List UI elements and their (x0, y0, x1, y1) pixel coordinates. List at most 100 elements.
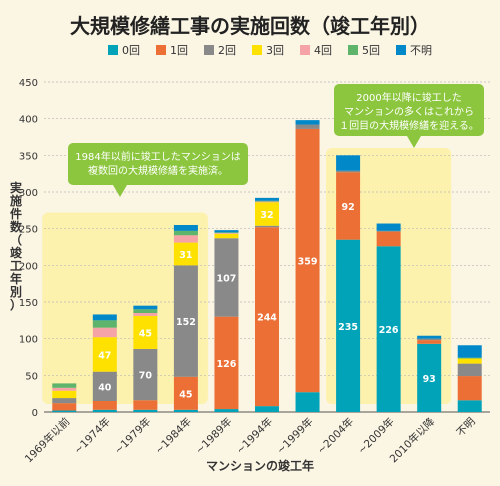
y-tick-450: 450 (19, 78, 38, 89)
bar-1-6 (92, 314, 117, 321)
data-label-6: 31 (179, 250, 192, 261)
legend-swatch-4 (300, 45, 310, 55)
bar-4-5 (214, 232, 239, 234)
bar-2-0 (133, 409, 158, 412)
bar-1-5 (92, 320, 117, 328)
data-label-11: 359 (298, 257, 318, 268)
legend-swatch-3 (252, 45, 262, 55)
bar-0-3 (52, 390, 77, 399)
bar-3-6 (173, 225, 198, 231)
legend-swatch-5 (348, 45, 358, 55)
bar-1-0 (92, 409, 117, 412)
y-axis-label-char: ） (10, 297, 22, 312)
bar-8-6 (376, 223, 401, 231)
bar-8-0 (376, 246, 401, 412)
bar-6-0 (295, 392, 320, 412)
y-axis-label-char: 工 (10, 259, 22, 273)
bar-6-6 (295, 120, 320, 125)
legend-label-0: 0回 (122, 44, 140, 57)
y-axis-label-char: 竣 (10, 245, 23, 260)
bar-1-2 (92, 371, 117, 401)
data-label-4: 45 (179, 389, 192, 400)
y-tick-350: 350 (19, 151, 38, 162)
legend-label-6: 不明 (410, 44, 432, 57)
y-axis-label-char: 別 (9, 285, 22, 299)
data-label-14: 226 (379, 325, 399, 336)
bar-5-4 (255, 201, 279, 203)
chart-title: 大規模修繕工事の実施回数（竣工年別） (70, 14, 430, 38)
data-label-10: 32 (260, 210, 273, 221)
bar-6-1 (295, 128, 320, 393)
bar-3-1 (173, 376, 198, 410)
bar-4-3 (214, 233, 239, 239)
bar-5-3 (255, 202, 279, 226)
bar-7-2 (336, 170, 361, 173)
x-tick-4: ~1989年 (193, 415, 235, 457)
callout-left-line-1: 複数回の大規模修繕を実施済。 (88, 164, 228, 177)
y-axis-label-char: 年 (10, 271, 22, 286)
bar-9-0 (417, 343, 442, 412)
callout-right-line-2: １回目の大規模修繕を迎える。 (339, 119, 479, 132)
bar-0-1 (52, 403, 77, 411)
bar-7-0 (336, 239, 361, 412)
bar-4-6 (214, 230, 239, 233)
legend-swatch-1 (156, 45, 166, 55)
data-label-5: 152 (176, 317, 196, 328)
bar-4-0 (214, 409, 239, 412)
bar-3-4 (173, 235, 198, 243)
data-label-7: 126 (217, 359, 237, 370)
callout-left-box (68, 143, 248, 185)
x-tick-0: 1969年以前 (22, 415, 72, 465)
bar-10-5 (457, 357, 482, 359)
data-label-12: 235 (338, 322, 358, 333)
bar-10-1 (457, 376, 482, 401)
bar-5-0 (255, 406, 279, 412)
legend-swatch-6 (396, 45, 406, 55)
bar-9-1 (417, 340, 442, 344)
y-axis-label-char: （ (10, 232, 22, 247)
data-label-13: 92 (341, 202, 354, 213)
bar-1-4 (92, 327, 117, 338)
y-tick-150: 150 (19, 298, 38, 309)
legend-label-1: 1回 (170, 44, 188, 57)
bar-7-6 (336, 155, 361, 171)
x-tick-1: ~1974年 (71, 415, 113, 457)
y-tick-100: 100 (19, 335, 38, 346)
bar-5-2 (255, 225, 279, 228)
data-label-15: 93 (423, 374, 436, 385)
bar-3-5 (173, 230, 198, 236)
legend-swatch-0 (108, 45, 118, 55)
bar-7-1 (336, 172, 361, 240)
bar-10-2 (457, 363, 482, 377)
bar-9-2 (417, 338, 442, 341)
x-tick-2: ~1979年 (112, 415, 154, 457)
x-tick-3: ~1984年 (152, 415, 194, 457)
bar-1-3 (92, 337, 117, 372)
bar-8-1 (376, 231, 401, 247)
callout-right-tail (407, 136, 421, 148)
bar-2-2 (133, 348, 158, 401)
y-tick-300: 300 (19, 188, 38, 199)
bar-0-2 (52, 398, 77, 404)
legend-label-5: 5回 (362, 44, 380, 57)
bar-2-5 (133, 309, 158, 313)
x-tick-8: ~2009年 (355, 415, 397, 457)
data-label-3: 45 (139, 328, 152, 339)
x-tick-7: ~2004年 (314, 415, 356, 457)
legend-label-4: 4回 (314, 44, 332, 57)
y-tick-200: 200 (19, 261, 38, 272)
callout-right-box (334, 84, 484, 136)
bar-0-4 (52, 387, 77, 391)
y-axis-label-char: 件 (10, 206, 22, 221)
bar-4-4 (214, 233, 239, 234)
callout-left-tail (113, 185, 127, 197)
bar-6-2 (295, 124, 320, 129)
highlight-left (42, 212, 208, 404)
bar-10-3 (457, 358, 482, 364)
data-label-9: 244 (257, 313, 277, 324)
bar-10-6 (457, 345, 482, 358)
y-tick-400: 400 (19, 115, 38, 126)
callout-right-line-1: マンションの多くはこれから (344, 105, 474, 118)
x-axis-label: マンションの竣工年 (206, 458, 314, 473)
